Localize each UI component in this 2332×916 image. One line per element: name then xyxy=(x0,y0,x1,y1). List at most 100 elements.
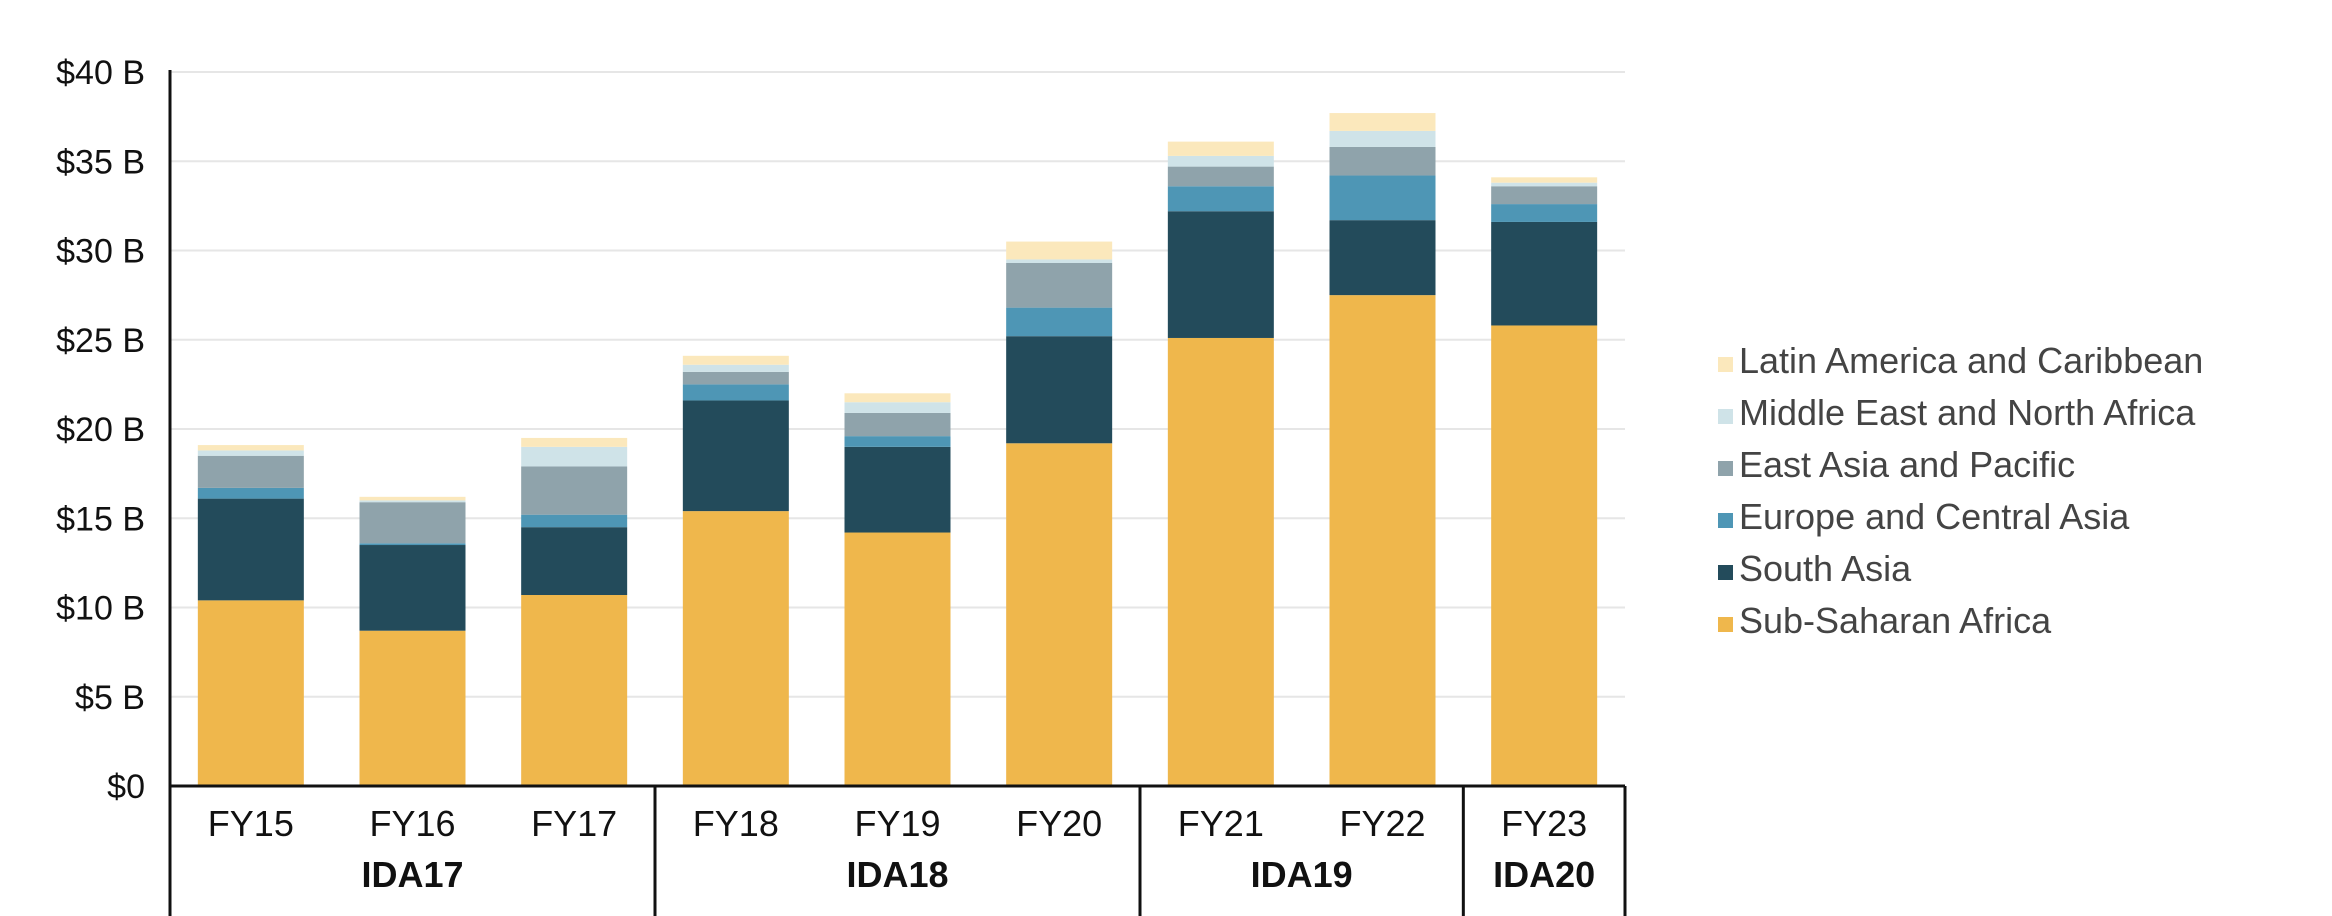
bar-segment-south-asia xyxy=(1329,220,1436,296)
legend-label: Latin America and Caribbean xyxy=(1739,340,2204,381)
bar-segment-middle-east-and-north-africa xyxy=(1329,130,1436,147)
bar-segment-east-asia-and-pacific xyxy=(1006,262,1113,308)
bar-segment-sub-saharan-africa xyxy=(359,630,466,786)
legend-swatch xyxy=(1718,408,1733,424)
y-tick-label: $5 B xyxy=(75,679,145,717)
legend-item: Latin America and Caribbean xyxy=(1718,335,2203,387)
x-category-label: FY17 xyxy=(531,803,617,844)
bar-segment-east-asia-and-pacific xyxy=(197,455,304,488)
bar-stack-fy18 xyxy=(682,355,789,786)
bar-segment-sub-saharan-africa xyxy=(521,595,628,786)
legend-swatch xyxy=(1718,460,1733,476)
bar-segment-europe-and-central-asia xyxy=(521,514,628,528)
legend-swatch xyxy=(1718,616,1733,632)
bar-segment-east-asia-and-pacific xyxy=(1167,166,1274,187)
bar-segment-sub-saharan-africa xyxy=(844,532,951,786)
bar-segment-europe-and-central-asia xyxy=(1006,307,1113,337)
bar-segment-south-asia xyxy=(1167,211,1274,338)
bar-segment-latin-america-and-caribbean xyxy=(1491,177,1598,183)
bar-segment-east-asia-and-pacific xyxy=(1491,186,1598,205)
legend-label: East Asia and Pacific xyxy=(1739,444,2076,485)
x-category-label: FY16 xyxy=(369,803,455,844)
bar-segment-europe-and-central-asia xyxy=(359,543,466,546)
legend-item: South Asia xyxy=(1718,543,2203,595)
bar-stack-fy20 xyxy=(1006,241,1113,786)
legend-swatch xyxy=(1718,356,1733,372)
bar-segment-europe-and-central-asia xyxy=(197,487,304,499)
y-tick-label: $15 B xyxy=(56,500,145,538)
legend-item: East Asia and Pacific xyxy=(1718,439,2203,491)
x-axis-category-labels: FY15 FY16 FY17 FY18 FY19 FY20 FY21 FY22 FY23 xyxy=(208,803,1587,844)
bar-segment-south-asia xyxy=(1491,221,1598,326)
bar-segment-east-asia-and-pacific xyxy=(844,412,951,437)
bar-stacks xyxy=(197,113,1598,786)
bar-segment-south-asia xyxy=(1006,336,1113,444)
bar-stack-fy15 xyxy=(197,445,304,786)
bar-segment-south-asia xyxy=(521,527,628,596)
x-category-label: FY18 xyxy=(693,803,779,844)
bar-segment-latin-america-and-caribbean xyxy=(197,445,304,451)
legend-item: Sub-Saharan Africa xyxy=(1718,595,2203,647)
bar-stack-fy22 xyxy=(1329,113,1436,786)
bar-segment-latin-america-and-caribbean xyxy=(682,355,789,365)
bar-segment-south-asia xyxy=(682,400,789,512)
x-category-label: FY15 xyxy=(208,803,294,844)
bar-segment-east-asia-and-pacific xyxy=(1329,146,1436,176)
bar-segment-east-asia-and-pacific xyxy=(359,502,466,544)
bar-segment-south-asia xyxy=(197,498,304,601)
bar-segment-middle-east-and-north-africa xyxy=(682,364,789,372)
bar-segment-latin-america-and-caribbean xyxy=(359,496,466,501)
legend-swatch xyxy=(1718,512,1733,528)
bar-segment-latin-america-and-caribbean xyxy=(844,393,951,403)
bar-segment-middle-east-and-north-africa xyxy=(521,446,628,467)
bar-segment-south-asia xyxy=(359,545,466,631)
y-tick-label: $25 B xyxy=(56,322,145,360)
bar-segment-latin-america-and-caribbean xyxy=(1167,141,1274,156)
bar-stack-fy21 xyxy=(1167,141,1274,786)
bar-segment-europe-and-central-asia xyxy=(682,384,789,401)
bar-segment-sub-saharan-africa xyxy=(197,600,304,786)
bar-stack-fy17 xyxy=(521,437,628,786)
x-group-label: IDA18 xyxy=(846,854,948,895)
bar-segment-middle-east-and-north-africa xyxy=(1491,182,1598,187)
bar-segment-europe-and-central-asia xyxy=(844,436,951,447)
bar-segment-south-asia xyxy=(844,446,951,533)
bar-segment-sub-saharan-africa xyxy=(1491,325,1598,786)
legend-item: Europe and Central Asia xyxy=(1718,491,2203,543)
y-tick-label: $0 xyxy=(107,768,145,806)
x-category-label: FY23 xyxy=(1501,803,1587,844)
y-tick-label: $35 B xyxy=(56,143,145,181)
bar-segment-latin-america-and-caribbean xyxy=(521,437,628,447)
x-group-label: IDA17 xyxy=(361,854,463,895)
bar-segment-middle-east-and-north-africa xyxy=(359,500,466,503)
legend-label: Middle East and North Africa xyxy=(1739,392,2196,433)
bar-segment-sub-saharan-africa xyxy=(1006,443,1113,786)
bar-stack-fy23 xyxy=(1491,177,1598,786)
legend-item: Middle East and North Africa xyxy=(1718,387,2203,439)
bar-segment-sub-saharan-africa xyxy=(682,511,789,786)
y-tick-label: $20 B xyxy=(56,411,145,449)
x-category-label: FY20 xyxy=(1016,803,1102,844)
x-category-label: FY21 xyxy=(1178,803,1264,844)
x-axis-group-labels: IDA17 IDA18 IDA19 IDA20 xyxy=(361,854,1595,895)
legend-label: Europe and Central Asia xyxy=(1739,496,2130,537)
x-group-label: IDA19 xyxy=(1251,854,1353,895)
bar-segment-europe-and-central-asia xyxy=(1491,204,1598,222)
bar-segment-east-asia-and-pacific xyxy=(521,466,628,515)
x-category-label: FY22 xyxy=(1339,803,1425,844)
bar-segment-latin-america-and-caribbean xyxy=(1329,113,1436,131)
legend-label: Sub-Saharan Africa xyxy=(1739,600,2052,641)
legend-swatch xyxy=(1718,564,1733,580)
bar-segment-middle-east-and-north-africa xyxy=(844,402,951,413)
bar-stack-fy19 xyxy=(844,393,951,786)
bar-segment-middle-east-and-north-africa xyxy=(1006,259,1113,263)
y-axis-tick-labels: $0 $5 B $10 B $15 B $20 B $25 B $30 B $35 B $40 … xyxy=(56,54,145,806)
y-tick-label: $40 B xyxy=(56,54,145,92)
axes xyxy=(168,70,1627,916)
bar-segment-latin-america-and-caribbean xyxy=(1006,241,1113,260)
bar-segment-europe-and-central-asia xyxy=(1329,175,1436,221)
x-category-label: FY19 xyxy=(854,803,940,844)
bar-segment-middle-east-and-north-africa xyxy=(1167,155,1274,167)
bar-segment-middle-east-and-north-africa xyxy=(197,450,304,456)
